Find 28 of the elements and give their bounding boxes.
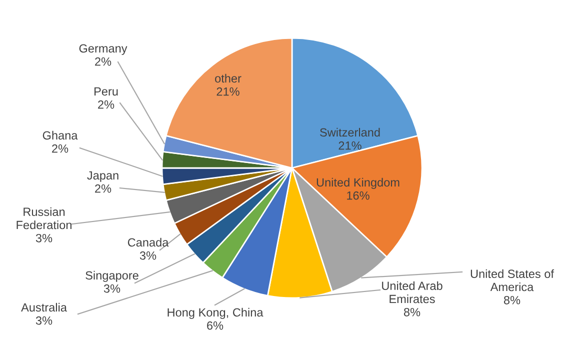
slice-label: Germany [79,44,128,55]
data-label: 16% [347,191,370,200]
slice-label: Ghana [42,130,78,140]
data-label: 2% [95,57,112,66]
data-label: 3% [140,251,156,260]
slice-label: Hong Kong, China [168,308,264,319]
slice-label: Singapore [86,270,138,282]
data-label: 3% [36,234,52,242]
slice-label: other [215,74,242,83]
data-label: 21% [338,141,362,150]
slice-label: Russian Federation [16,207,72,230]
slice-label: Australia [21,302,67,312]
slice-label: Peru [94,87,118,96]
slice-label: United States of America [470,269,554,292]
slice-label: Japan [87,171,118,182]
slice-label: Canada [128,238,169,247]
data-label: 6% [207,321,224,330]
data-label: 8% [404,308,420,316]
slice-label: Switzerland [320,128,380,137]
data-label: 2% [52,144,68,153]
data-label: 21% [216,87,240,96]
data-label: 2% [98,100,114,109]
data-label: 3% [104,284,120,293]
data-label: 2% [95,184,112,193]
slice-label: United Arab Emirates [382,281,442,304]
data-label: 8% [504,296,520,304]
slice-label: United Kingdom [316,178,400,189]
data-label: 3% [36,316,52,325]
